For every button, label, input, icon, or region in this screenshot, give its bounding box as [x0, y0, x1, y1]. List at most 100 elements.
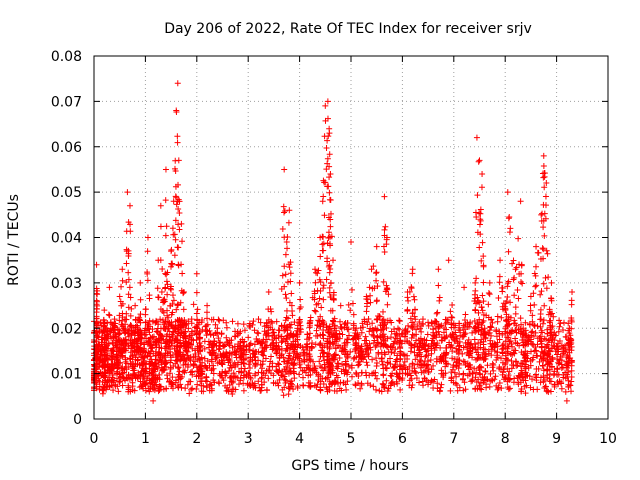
- data-point: [431, 318, 438, 325]
- data-point: [324, 137, 331, 144]
- data-point: [472, 209, 479, 216]
- data-point: [269, 360, 276, 367]
- data-point: [480, 263, 487, 270]
- data-point: [116, 293, 123, 300]
- data-point: [173, 201, 180, 208]
- data-point: [504, 350, 511, 357]
- data-point: [380, 278, 387, 285]
- data-point: [200, 382, 207, 389]
- data-point: [170, 198, 177, 205]
- data-point: [349, 300, 356, 307]
- data-point: [478, 364, 485, 371]
- data-point: [127, 322, 134, 329]
- data-point: [318, 304, 325, 311]
- data-point: [103, 325, 110, 332]
- data-point: [312, 269, 319, 276]
- data-point: [240, 342, 247, 349]
- data-point: [411, 296, 418, 303]
- data-point: [346, 363, 353, 370]
- data-point: [185, 342, 192, 349]
- data-point: [347, 348, 354, 355]
- data-point: [537, 316, 544, 323]
- data-point: [408, 344, 415, 351]
- x-tick-label: 9: [552, 431, 561, 447]
- data-point: [219, 361, 226, 368]
- data-point: [527, 362, 534, 369]
- data-point: [144, 270, 151, 277]
- data-point: [443, 349, 450, 356]
- data-point: [93, 318, 100, 325]
- data-point: [337, 302, 344, 309]
- x-tick-labels: 0 1 2 3 4 5 6 7 8 9 10: [90, 431, 617, 447]
- data-point: [317, 313, 324, 320]
- data-point: [281, 373, 288, 380]
- data-point: [215, 379, 222, 386]
- data-point: [493, 333, 500, 340]
- data-point: [307, 353, 314, 360]
- data-point: [168, 248, 175, 255]
- data-point: [528, 329, 535, 336]
- data-point: [537, 306, 544, 313]
- data-point: [409, 361, 416, 368]
- data-point: [478, 304, 485, 311]
- data-point: [515, 295, 522, 302]
- data-point: [474, 192, 481, 199]
- data-point: [475, 158, 482, 165]
- data-point: [106, 284, 113, 291]
- data-point: [412, 356, 419, 363]
- data-point: [116, 317, 123, 324]
- data-point: [435, 266, 442, 273]
- data-point: [291, 343, 298, 350]
- data-point: [179, 238, 186, 245]
- data-point: [262, 338, 269, 345]
- data-point: [132, 360, 139, 367]
- x-tick-label: 10: [599, 431, 617, 447]
- data-point: [291, 375, 298, 382]
- data-point: [173, 306, 180, 313]
- data-point: [126, 202, 133, 209]
- data-point: [412, 306, 419, 313]
- data-point: [267, 342, 274, 349]
- data-point: [302, 369, 309, 376]
- x-tick-label: 2: [192, 431, 201, 447]
- data-point: [223, 324, 230, 331]
- data-point: [319, 198, 326, 205]
- data-point: [431, 339, 438, 346]
- data-point: [194, 306, 201, 313]
- data-point: [220, 377, 227, 384]
- data-point: [416, 357, 423, 364]
- data-point: [171, 324, 178, 331]
- data-point: [150, 367, 157, 374]
- data-point: [319, 317, 326, 324]
- data-point: [529, 376, 536, 383]
- data-point: [251, 372, 258, 379]
- data-point: [480, 279, 487, 286]
- data-point: [178, 261, 185, 268]
- y-tick-labels: 0 0.01 0.02 0.03 0.04 0.05 0.06 0.07 0.08: [51, 49, 82, 428]
- data-point: [358, 369, 365, 376]
- data-point: [506, 368, 513, 375]
- data-point: [155, 294, 162, 301]
- data-point: [416, 325, 423, 332]
- data-point: [320, 240, 327, 247]
- data-point: [461, 331, 468, 338]
- data-point: [383, 324, 390, 331]
- data-point: [281, 208, 288, 215]
- data-point: [449, 302, 456, 309]
- data-point: [481, 331, 488, 338]
- data-point: [182, 367, 189, 374]
- data-point: [315, 300, 322, 307]
- data-point: [382, 223, 389, 230]
- data-point: [313, 327, 320, 334]
- data-point: [175, 365, 182, 372]
- data-point: [93, 261, 100, 268]
- data-point: [373, 243, 380, 250]
- data-point: [568, 314, 575, 321]
- data-point: [268, 318, 275, 325]
- data-point: [378, 334, 385, 341]
- data-point: [499, 371, 506, 378]
- data-point: [476, 221, 483, 228]
- y-tick-label: 0.05: [51, 185, 82, 201]
- data-point: [568, 336, 575, 343]
- data-point: [153, 318, 160, 325]
